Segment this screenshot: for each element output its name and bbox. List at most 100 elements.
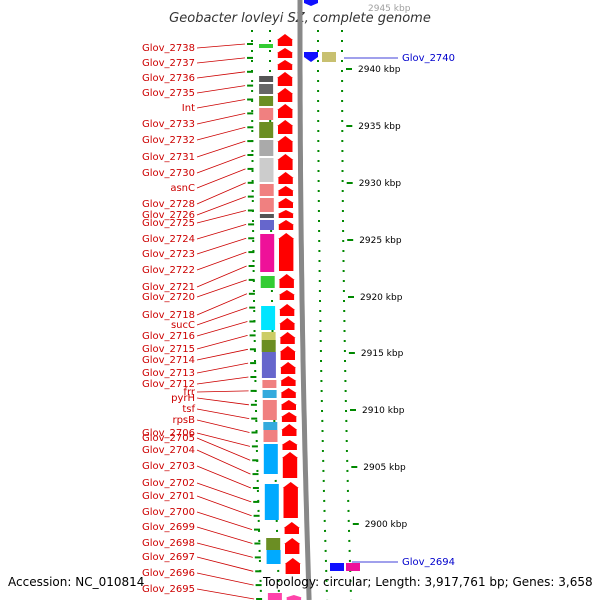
gene-leader-line bbox=[196, 465, 252, 489]
gene-leader-line bbox=[196, 85, 246, 94]
gene-leader-line bbox=[196, 335, 248, 350]
gene-arrow bbox=[279, 346, 296, 360]
gene-leader-line bbox=[196, 251, 247, 271]
gene-arrow bbox=[278, 233, 295, 271]
gene-tick bbox=[251, 445, 258, 448]
gene-leader-line bbox=[196, 140, 246, 158]
gene-arrow bbox=[278, 290, 295, 300]
gene-arrow bbox=[282, 452, 298, 478]
gene-leader-line bbox=[196, 542, 253, 558]
gene-label: Glov_2714 bbox=[142, 355, 195, 366]
gene-tick bbox=[252, 487, 259, 489]
gene-arrow bbox=[277, 172, 294, 184]
gene-tick bbox=[253, 514, 260, 517]
gene-tick bbox=[254, 542, 261, 545]
gene-tick bbox=[249, 306, 256, 309]
gene-label: frr bbox=[183, 387, 195, 398]
cog-box bbox=[259, 96, 274, 106]
cog-box-right bbox=[322, 52, 336, 62]
frame-dots-right-inner bbox=[317, 30, 329, 600]
gene-arrow bbox=[280, 388, 297, 398]
gene-leader-line bbox=[196, 307, 248, 326]
gene-tick bbox=[247, 209, 254, 212]
gene-leader-line bbox=[196, 556, 254, 572]
cog-box bbox=[263, 444, 278, 474]
gene-arrow-reverse bbox=[304, 0, 318, 6]
gene-tick bbox=[247, 70, 253, 73]
gene-label: Glov_2728 bbox=[142, 199, 195, 210]
gene-tick bbox=[250, 389, 257, 392]
cog-box bbox=[263, 422, 278, 430]
kbp-ticks: 2940 kbp 2935 kbp 2930 kbp 2925 kbp 2920 kbp… bbox=[346, 65, 407, 530]
cog-box bbox=[259, 122, 274, 138]
gene-arrow bbox=[279, 318, 296, 330]
gene-tick bbox=[247, 98, 254, 101]
gene-leader-line bbox=[196, 321, 248, 337]
kbp-tick bbox=[348, 296, 354, 298]
cog-box bbox=[259, 198, 274, 212]
gene-leader-line bbox=[196, 71, 246, 79]
gene-label: Glov_2699 bbox=[142, 522, 195, 533]
gene-tick bbox=[249, 348, 256, 351]
gene-label: Glov_2698 bbox=[142, 538, 195, 549]
gene-arrow bbox=[277, 60, 293, 70]
kbp-label: 2905 kbp bbox=[363, 463, 406, 473]
gene-leader-line bbox=[196, 572, 254, 586]
gene-label-right: Glov_2740 bbox=[402, 53, 455, 64]
kbp-tick bbox=[347, 239, 354, 241]
kbp-label: 2935 kbp bbox=[358, 122, 401, 132]
gene-label: Glov_2716 bbox=[142, 331, 195, 342]
cog-box bbox=[261, 340, 276, 352]
gene-arrows bbox=[277, 0, 318, 600]
cog-box bbox=[260, 234, 275, 272]
gene-label: Glov_2725 bbox=[142, 218, 195, 229]
cog-box bbox=[261, 352, 276, 378]
kbp-tick bbox=[346, 68, 352, 70]
gene-labels-left: Glov_2738 Glov_2737 Glov_2736 Glov_2735 Int G… bbox=[142, 43, 263, 600]
gene-label: Glov_2701 bbox=[142, 491, 195, 502]
cog-box bbox=[264, 484, 279, 520]
gene-leader-line bbox=[196, 437, 251, 461]
cog-box bbox=[262, 380, 277, 388]
gene-label: Glov_2731 bbox=[142, 152, 195, 163]
kbp-tick bbox=[346, 125, 353, 127]
gene-label: Glov_2713 bbox=[142, 368, 195, 379]
gene-leader-line bbox=[196, 348, 248, 361]
gene-arrow bbox=[278, 220, 294, 230]
kbp-label: 2930 kbp bbox=[359, 179, 402, 189]
gene-tick bbox=[247, 140, 254, 143]
gene-label: Glov_2718 bbox=[142, 310, 195, 321]
cog-box bbox=[259, 184, 274, 196]
gene-leader-line bbox=[196, 390, 249, 393]
gene-arrow bbox=[277, 136, 294, 152]
gene-arrow bbox=[277, 186, 294, 196]
cog-boxes-right bbox=[322, 52, 360, 571]
cog-box bbox=[262, 390, 277, 398]
gene-tick bbox=[248, 278, 255, 281]
cog-box bbox=[261, 332, 276, 340]
gene-arrow bbox=[281, 424, 298, 436]
gene-label: rpsB bbox=[172, 415, 195, 426]
gene-tick bbox=[255, 584, 262, 587]
gene-leader-line bbox=[196, 526, 253, 544]
cog-box bbox=[259, 214, 274, 218]
cog-box bbox=[259, 76, 274, 82]
gene-label: Glov_2735 bbox=[142, 88, 195, 99]
gene-arrow bbox=[280, 400, 297, 410]
gene-label: Glov_2700 bbox=[142, 507, 195, 518]
gene-tick bbox=[248, 251, 255, 254]
gene-leader-line bbox=[196, 196, 246, 216]
gene-label: Glov_2712 bbox=[142, 379, 195, 390]
gene-arrow bbox=[277, 198, 294, 208]
gene-label: Glov_2737 bbox=[142, 58, 195, 69]
gene-label: Glov_2724 bbox=[142, 234, 195, 245]
gene-tick bbox=[251, 431, 258, 434]
gene-arrow bbox=[277, 88, 294, 102]
gene-arrow bbox=[277, 72, 293, 86]
gene-tick bbox=[254, 528, 260, 531]
gene-label: Glov_2723 bbox=[142, 249, 195, 260]
gene-arrow bbox=[277, 34, 293, 46]
gene-tick bbox=[254, 556, 261, 559]
gene-arrow bbox=[284, 538, 301, 554]
